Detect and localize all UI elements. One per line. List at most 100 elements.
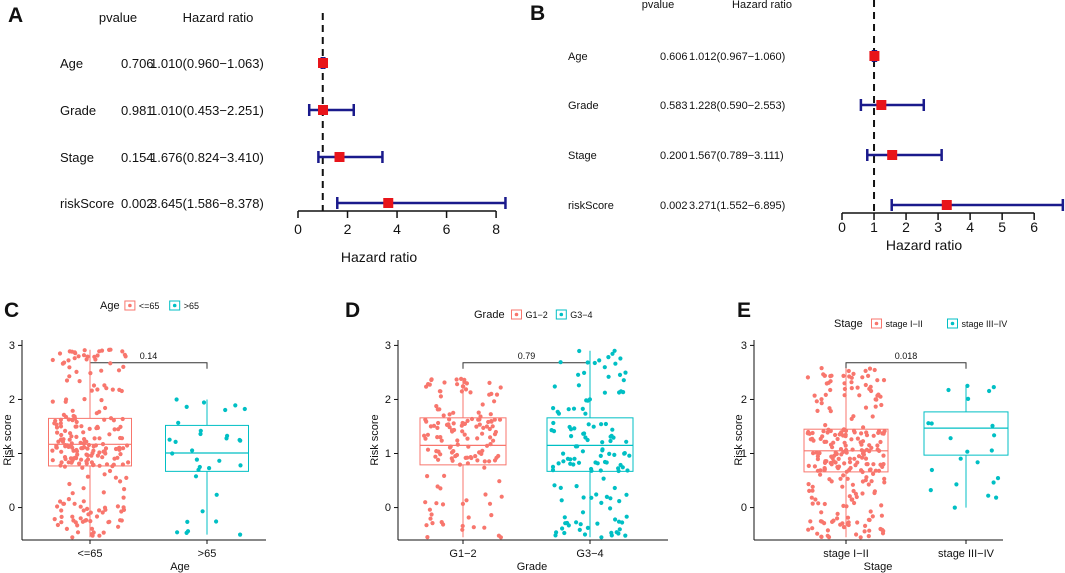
data-point-d	[613, 517, 618, 522]
y-tick-label-d: 0	[385, 502, 391, 514]
data-point-c	[102, 505, 108, 510]
data-point-e	[852, 500, 857, 506]
data-point-d	[427, 507, 432, 512]
significance-bracket-e	[845, 362, 967, 369]
data-point-e	[855, 436, 861, 441]
legend-key-dot-d	[514, 312, 519, 317]
data-point-e	[807, 488, 812, 493]
data-point-d	[447, 445, 453, 450]
data-point-e	[986, 493, 991, 498]
data-point-e	[828, 374, 833, 379]
data-point-e	[928, 488, 933, 493]
data-point-c	[97, 436, 102, 441]
x-tick-label-b: 5	[998, 219, 1006, 235]
data-point-d	[460, 429, 465, 434]
data-point-d	[468, 390, 473, 395]
data-point-e	[989, 448, 994, 453]
data-point-e	[842, 393, 847, 398]
data-point-e	[845, 515, 851, 520]
y-tick-label-c: 3	[9, 340, 15, 352]
data-point-c	[89, 532, 94, 537]
data-point-e	[808, 519, 813, 524]
data-point-c	[193, 474, 199, 479]
data-point-e	[806, 463, 811, 468]
data-point-d	[582, 532, 588, 537]
data-point-c	[190, 448, 195, 453]
data-point-c	[104, 462, 110, 467]
data-point-c	[207, 466, 212, 471]
data-point-c	[82, 348, 87, 353]
data-point-e	[868, 509, 873, 514]
data-point-c	[167, 437, 172, 442]
data-point-e	[860, 479, 866, 484]
data-point-d	[609, 433, 614, 438]
data-point-c	[50, 399, 55, 404]
data-point-c	[198, 431, 203, 437]
data-point-d	[488, 442, 493, 447]
data-point-d	[598, 453, 603, 458]
row-hr-text-stage: 1.567(0.789−3.111)	[689, 150, 784, 162]
data-point-d	[425, 474, 430, 479]
data-point-e	[808, 437, 813, 442]
row-hr-text-stage: 1.676(0.824−3.410)	[150, 150, 264, 165]
data-point-e	[822, 439, 827, 444]
data-point-c	[173, 439, 178, 444]
legend-key-d	[555, 309, 567, 320]
data-point-d	[550, 464, 556, 469]
data-point-e	[841, 473, 846, 478]
data-point-e	[871, 433, 876, 438]
data-point-c	[242, 406, 247, 412]
data-point-c	[80, 519, 85, 524]
data-point-e	[852, 430, 857, 435]
data-point-c	[79, 424, 84, 429]
legend-label-d: G1−2	[526, 310, 548, 320]
data-point-d	[624, 514, 629, 519]
data-point-d	[469, 416, 475, 422]
data-point-c	[77, 461, 82, 466]
data-point-d	[621, 390, 626, 395]
data-point-e	[865, 462, 870, 467]
data-point-c	[185, 519, 190, 525]
data-point-d	[585, 437, 590, 443]
data-point-e	[861, 425, 866, 430]
data-point-c	[115, 455, 120, 460]
data-point-e	[872, 367, 877, 373]
data-point-e	[863, 405, 869, 410]
hr-point-grade	[318, 105, 329, 115]
data-point-e	[855, 520, 860, 525]
data-point-d	[600, 440, 605, 445]
data-point-c	[121, 505, 126, 510]
data-point-d	[599, 500, 604, 505]
data-point-d	[612, 485, 617, 491]
row-pvalue-stage: 0.154	[121, 150, 154, 165]
data-point-c	[56, 439, 61, 444]
data-point-c	[58, 424, 64, 429]
data-point-d	[580, 406, 585, 411]
data-point-d	[447, 412, 452, 417]
data-point-e	[873, 404, 878, 409]
data-point-e	[867, 528, 872, 533]
data-point-e	[836, 456, 841, 461]
legend-key-c	[124, 300, 136, 311]
data-point-c	[59, 460, 64, 465]
legend-title-e: Stage	[834, 318, 863, 330]
data-point-e	[820, 434, 825, 439]
data-point-e	[849, 375, 854, 380]
data-point-e	[929, 467, 935, 473]
data-point-e	[880, 431, 885, 436]
data-point-e	[816, 501, 821, 506]
data-point-c	[102, 417, 107, 422]
data-point-e	[818, 519, 824, 524]
data-point-e	[827, 406, 832, 411]
data-point-c	[111, 418, 116, 423]
y-tick-label-c: 2	[9, 394, 15, 406]
data-point-e	[929, 421, 934, 426]
data-point-e	[815, 531, 820, 536]
data-point-e	[855, 385, 860, 390]
data-point-e	[995, 476, 1001, 481]
data-point-e	[881, 453, 886, 458]
row-pvalue-age: 0.706	[121, 56, 154, 71]
data-point-d	[466, 444, 471, 449]
data-point-e	[991, 385, 996, 390]
